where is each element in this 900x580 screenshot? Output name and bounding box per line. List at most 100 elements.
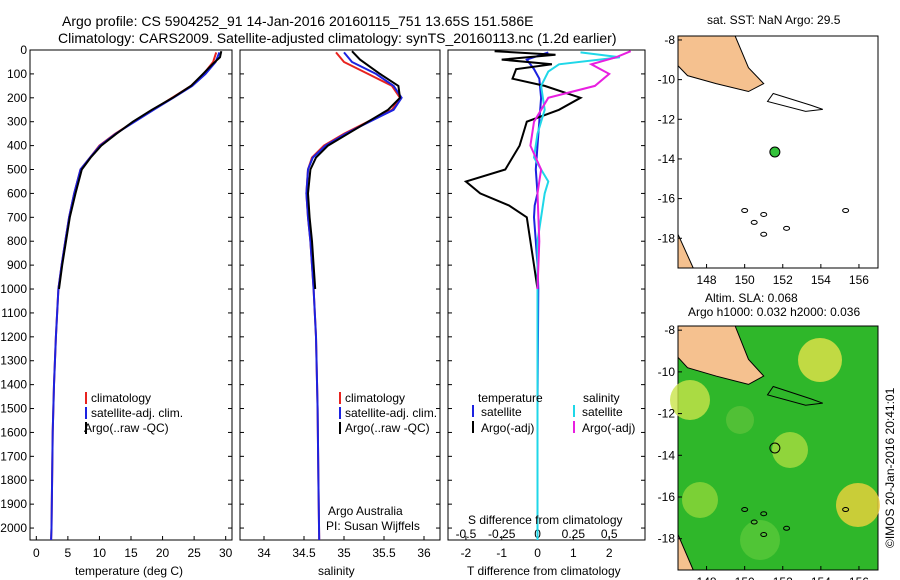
reef: [760, 532, 768, 538]
x-tick-label: 0: [33, 546, 40, 560]
reef: [750, 219, 758, 225]
sla-blob: [740, 520, 780, 560]
y-tick-label: 1100: [1, 306, 27, 320]
salinity-legend: climatology satellite-adj. clim. Argo(..…: [326, 391, 437, 533]
series-s-satellite: [532, 51, 621, 540]
sst-map-title: sat. SST: NaN Argo: 29.5: [707, 13, 841, 27]
salinity-panel-frame: [239, 49, 441, 541]
x-tick-label: -2: [461, 546, 472, 560]
difference-legend-temperature-title: temperature: [478, 391, 543, 405]
difference-panel-frame: [447, 49, 646, 541]
map-x-tick-label: 156: [849, 575, 869, 580]
reef: [741, 207, 749, 213]
temperature-legend-argo: Argo(..raw -QC): [84, 421, 169, 435]
top-tick-label: 0.5: [601, 527, 618, 541]
series-argo-raw-qc-: [58, 50, 223, 290]
sst-map-land: [677, 35, 850, 269]
land-new-guinea: [677, 35, 765, 93]
x-tick-label: 2: [606, 546, 613, 560]
x-tick-label: 34.5: [292, 546, 316, 560]
difference-legend-t-sat: satellite: [481, 405, 522, 419]
sla-blob: [726, 406, 754, 434]
sla-map-title-1: Altim. SLA: 0.068: [705, 291, 798, 305]
sla-map-heatmap: [670, 338, 880, 560]
difference-plot: -2 -1 0 1 2-0.5 -0.25 0 0.25 0.5: [448, 49, 645, 560]
temperature-legend-sat: satellite-adj. clim.: [91, 406, 183, 420]
x-tick-label: 5: [65, 546, 72, 560]
y-tick-label: 1400: [0, 378, 27, 392]
map-y-tick-label: -14: [658, 152, 676, 166]
x-tick-label: 0: [534, 546, 541, 560]
series-t-argo-adj-: [463, 50, 583, 290]
argo-position-marker: [769, 146, 781, 158]
temperature-legend-clim: climatology: [91, 391, 151, 405]
y-tick-label: 1000: [0, 282, 27, 296]
salinity-legend-clim: climatology: [345, 391, 405, 405]
y-tick-label: 2000: [0, 521, 27, 535]
map-x-tick-label: 148: [697, 575, 717, 580]
y-tick-label: 1800: [0, 473, 27, 487]
map-y-tick-label: -8: [664, 323, 675, 337]
sla-blob: [836, 483, 880, 527]
salinity-annotation-1: Argo Australia: [328, 504, 403, 518]
map-x-tick-label: 152: [773, 575, 793, 580]
top-tick-label: -0.5: [456, 527, 477, 541]
difference-top-axis-label: S difference from climatology: [468, 513, 623, 527]
reef: [760, 211, 768, 217]
map-y-tick-label: -18: [658, 532, 676, 546]
sla-blob: [798, 338, 842, 382]
x-tick-label: -1: [496, 546, 507, 560]
y-tick-label: 400: [7, 139, 27, 153]
map-y-tick-label: -10: [658, 365, 676, 379]
top-tick-label: 0.25: [562, 527, 586, 541]
difference-legend-salinity-title: salinity: [583, 391, 620, 405]
title-line-1: Argo profile: CS 5904252_91 14-Jan-2016 …: [62, 13, 534, 29]
temperature-legend: climatology satellite-adj. clim. Argo(..…: [84, 391, 183, 435]
y-tick-label: 200: [7, 91, 27, 105]
x-tick-label: 35: [337, 546, 351, 560]
y-tick-label: 700: [7, 210, 27, 224]
reef: [783, 225, 791, 231]
x-tick-label: 25: [187, 546, 201, 560]
y-tick-label: 100: [7, 67, 27, 81]
reef: [842, 207, 850, 213]
map-x-tick-label: 152: [773, 273, 793, 287]
map-x-tick-label: 150: [735, 575, 755, 580]
y-tick-label: 0: [20, 43, 27, 57]
series-s-argo-adj-: [529, 50, 632, 290]
reef: [741, 507, 749, 513]
series-satellite-adj-clim-: [305, 51, 403, 541]
y-tick-label: 1700: [0, 449, 27, 463]
temperature-plot: 0 5 10 15 20 25 300100200300400500600700800900…: [0, 43, 232, 560]
argo-position-marker: [769, 442, 781, 454]
land-australia: [677, 534, 694, 571]
series-climatology: [50, 52, 218, 541]
series-climatology: [305, 51, 402, 541]
reef: [750, 519, 758, 525]
map-y-tick-label: -8: [664, 33, 675, 47]
salinity-legend-argo: Argo(..raw -QC): [345, 421, 430, 435]
reef: [760, 231, 768, 237]
y-tick-label: 1200: [0, 330, 27, 344]
difference-legend: temperature salinity satellite Argo(-adj…: [468, 391, 635, 527]
y-tick-label: 1500: [0, 402, 27, 416]
sla-blob: [682, 482, 718, 518]
y-tick-label: 800: [7, 234, 27, 248]
y-tick-label: 900: [7, 258, 27, 272]
x-tick-label: 15: [124, 546, 138, 560]
sla-map: Altim. SLA: 0.068 Argo h1000: 0.032 h200…: [658, 291, 880, 580]
temperature-xlabel: temperature (deg C): [75, 564, 183, 578]
sst-map-axes: 148 150 152 154 156 -8 -10 -12 -14 -16 -18: [658, 33, 870, 287]
difference-legend-s-sat: satellite: [582, 405, 623, 419]
y-tick-label: 1300: [0, 354, 27, 368]
map-y-tick-label: -10: [658, 73, 676, 87]
sst-map: sat. SST: NaN Argo: 29.5 148 150 152 154 156…: [658, 13, 879, 287]
imos-stamp: ©IMOS 20-Jan-2016 20:41:01: [883, 387, 897, 548]
x-tick-label: 20: [156, 546, 170, 560]
top-tick-label: -0.25: [488, 527, 516, 541]
map-y-tick-label: -18: [658, 231, 676, 245]
y-tick-label: 500: [7, 163, 27, 177]
x-tick-label: 34: [257, 546, 271, 560]
map-x-tick-label: 154: [811, 575, 831, 580]
salinity-plot: 34 34.5 35 35.5 36: [240, 49, 440, 560]
